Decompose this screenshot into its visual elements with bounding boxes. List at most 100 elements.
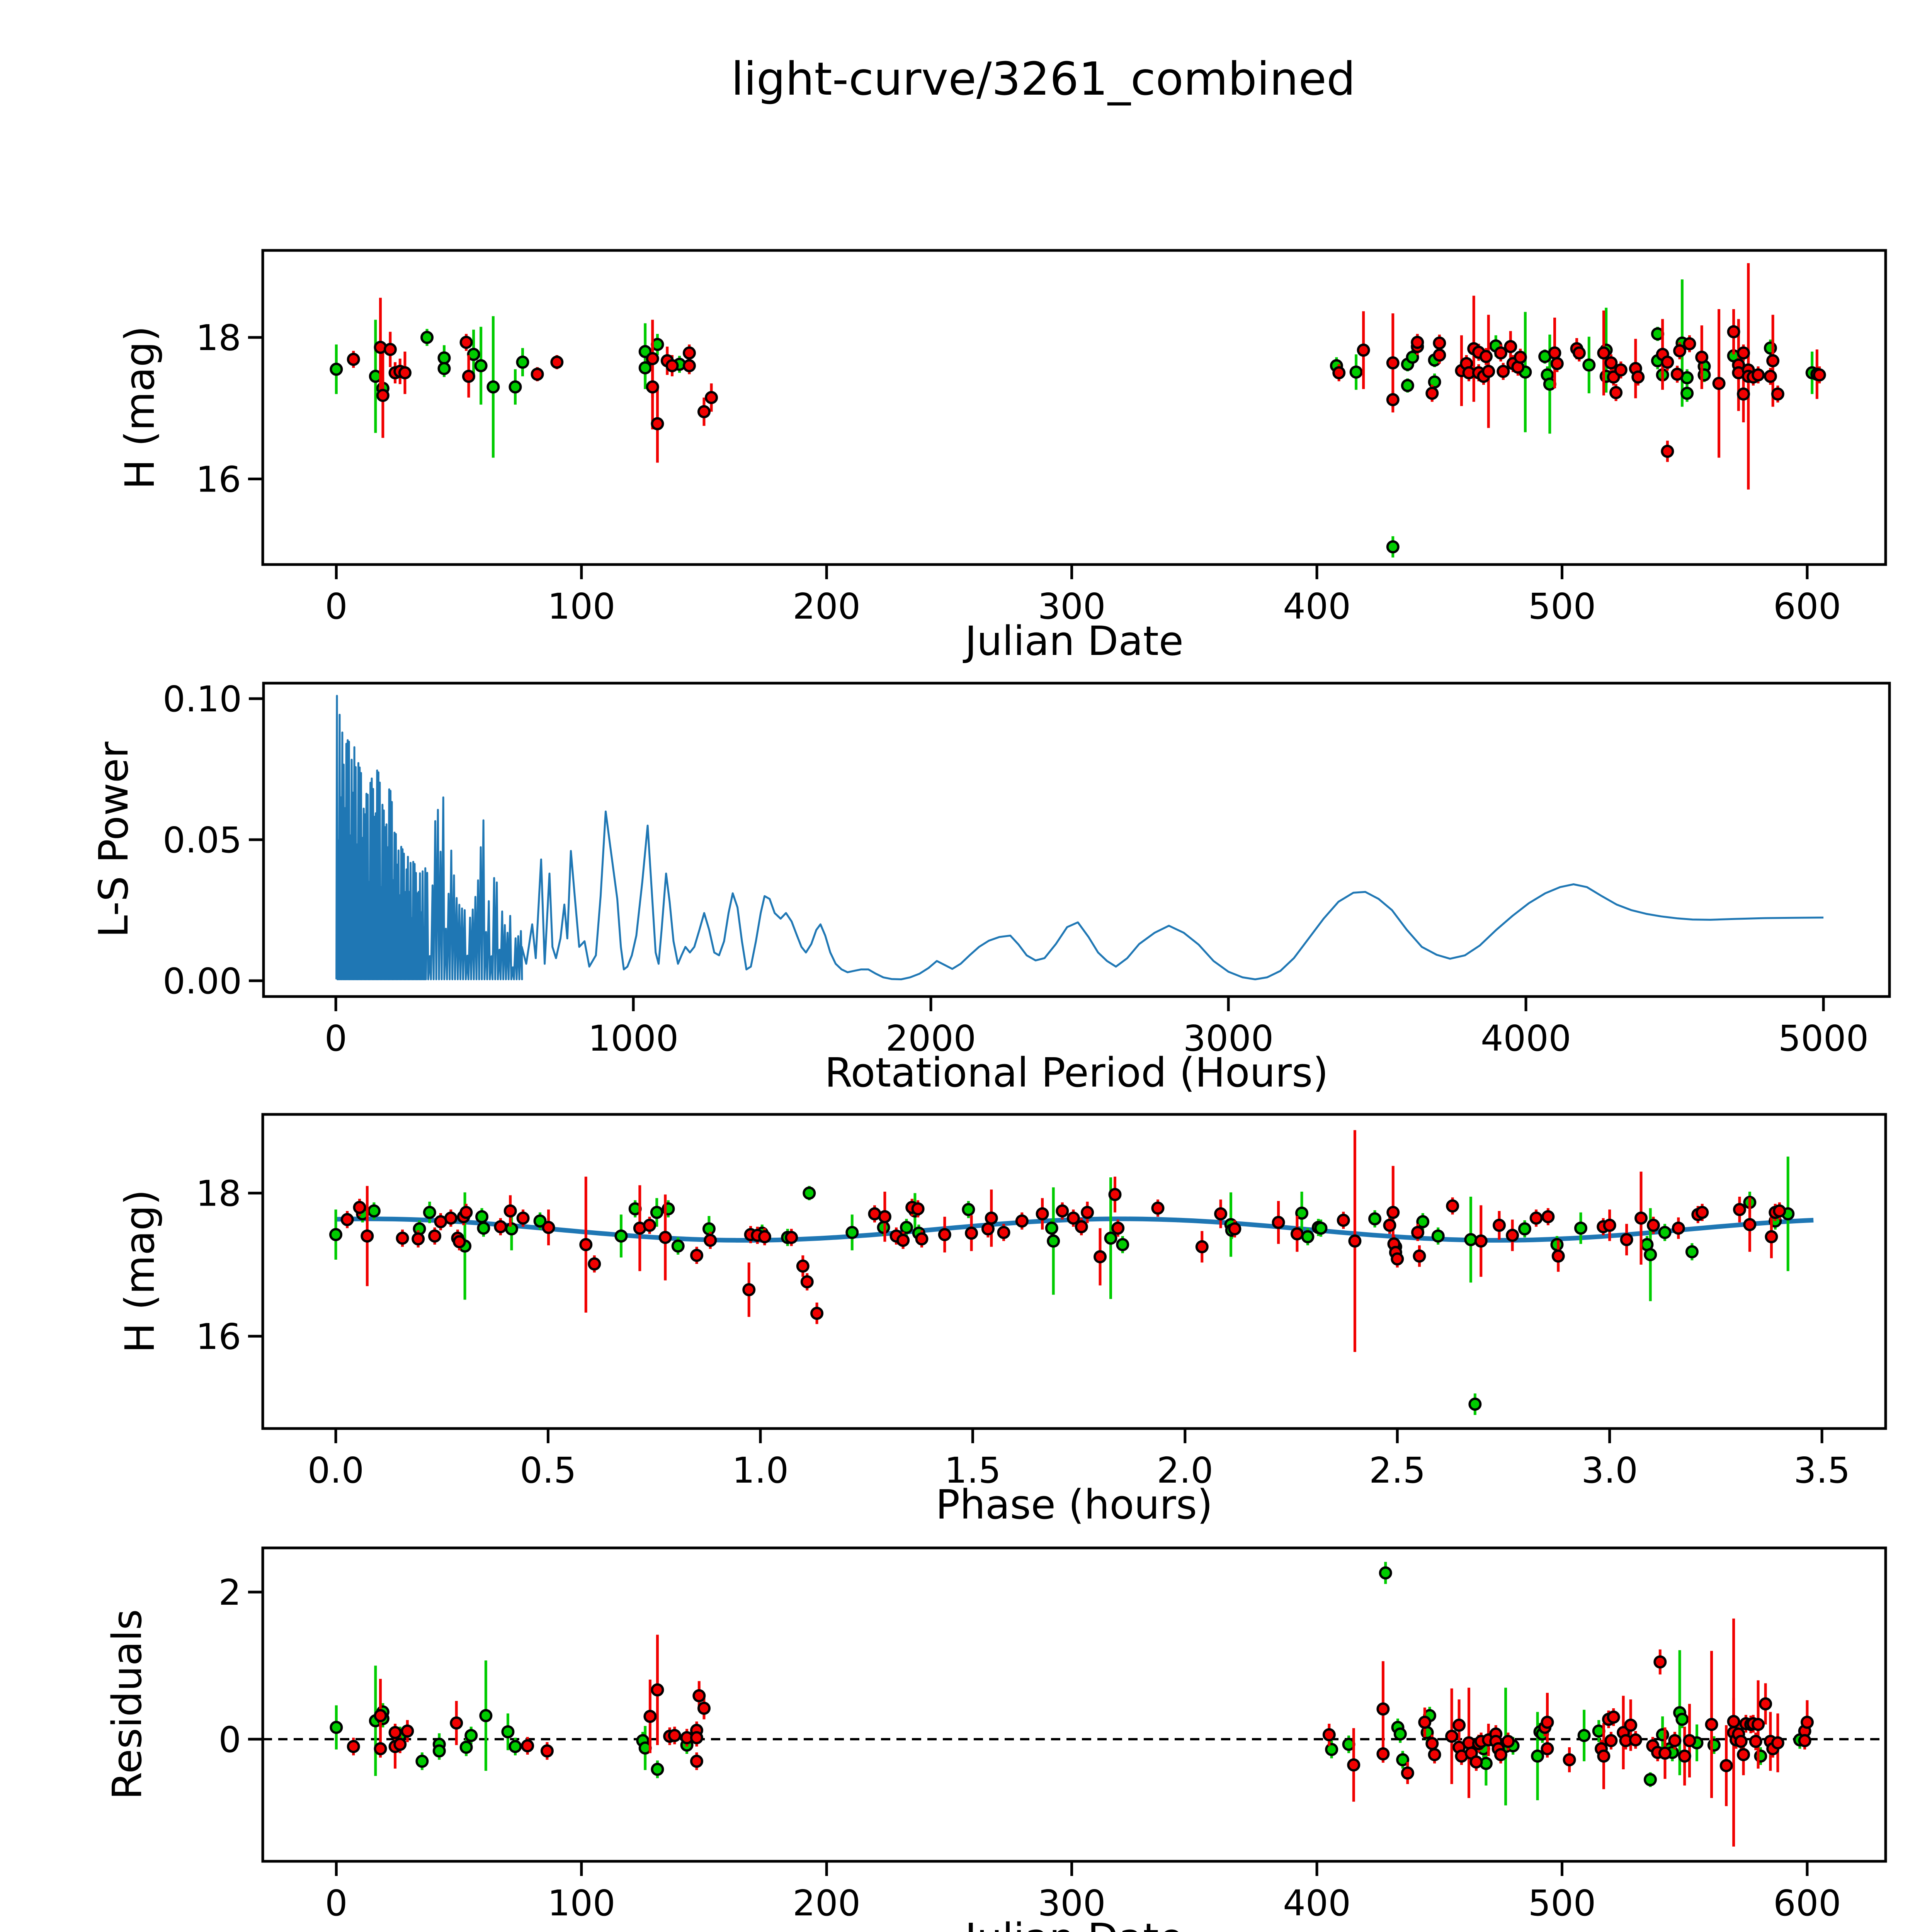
data-point bbox=[1548, 346, 1561, 360]
data-point bbox=[1396, 1753, 1410, 1767]
data-point bbox=[1094, 1250, 1107, 1264]
data-point bbox=[1401, 1766, 1414, 1780]
data-point bbox=[1368, 1212, 1382, 1226]
data-point bbox=[1493, 1219, 1506, 1232]
data-point bbox=[1604, 1734, 1618, 1747]
data-point bbox=[650, 1206, 663, 1219]
data-point bbox=[486, 380, 500, 394]
data-point bbox=[1468, 1398, 1482, 1411]
series-green-errorbars bbox=[334, 1156, 1789, 1415]
data-point bbox=[494, 1220, 507, 1233]
data-point bbox=[1416, 1215, 1430, 1228]
data-point bbox=[1357, 344, 1370, 357]
x-tick-label: 100 bbox=[548, 586, 616, 627]
data-point bbox=[758, 1230, 771, 1243]
data-point bbox=[1727, 325, 1740, 338]
data-point bbox=[1646, 1219, 1660, 1232]
data-point bbox=[462, 369, 475, 383]
data-point bbox=[1445, 1730, 1459, 1743]
data-point bbox=[428, 1229, 442, 1243]
data-point bbox=[845, 1226, 859, 1239]
data-point bbox=[1469, 1755, 1483, 1769]
y-tick-label: 16 bbox=[196, 1316, 241, 1357]
data-point bbox=[697, 405, 711, 418]
data-point bbox=[638, 361, 652, 374]
data-point bbox=[682, 359, 696, 372]
data-point bbox=[800, 1275, 814, 1289]
data-point bbox=[1386, 540, 1400, 554]
data-point bbox=[383, 343, 397, 356]
data-point bbox=[1349, 365, 1363, 379]
data-point bbox=[1228, 1222, 1242, 1236]
data-point bbox=[1683, 1734, 1696, 1747]
data-point bbox=[1574, 1221, 1587, 1235]
data-point bbox=[651, 417, 664, 430]
data-point bbox=[1290, 1227, 1304, 1241]
data-point bbox=[671, 1239, 685, 1253]
data-point bbox=[1314, 1221, 1328, 1235]
data-point bbox=[1081, 1206, 1094, 1219]
data-point bbox=[1773, 1204, 1786, 1218]
data-point bbox=[479, 1709, 493, 1723]
data-point bbox=[1151, 1201, 1165, 1215]
data-point bbox=[1348, 1234, 1362, 1248]
data-point bbox=[1506, 1228, 1519, 1242]
x-tick-label: 0 bbox=[325, 586, 348, 627]
data-point bbox=[1116, 1238, 1129, 1252]
data-point bbox=[1383, 1219, 1396, 1232]
data-point bbox=[1705, 1718, 1718, 1731]
phase-plot-area: 0.0 0.5 1.0 1.5 2.0 2.5 3.0 3.5 16 18 bbox=[196, 1113, 1887, 1491]
data-point bbox=[1766, 354, 1780, 367]
x-tick-label: 1.5 bbox=[944, 1450, 1001, 1491]
data-point bbox=[1497, 365, 1510, 378]
residuals-xlabel: Julian Date bbox=[963, 1915, 1184, 1932]
lightcurve-xlabel: Julian Date bbox=[963, 617, 1184, 665]
data-point bbox=[1675, 1713, 1689, 1726]
data-point bbox=[550, 355, 564, 369]
phase-xlabel: Phase (hours) bbox=[935, 1481, 1213, 1528]
series-red-errorbars bbox=[346, 1130, 1781, 1352]
y-tick-label: 18 bbox=[196, 317, 241, 359]
data-point bbox=[911, 1202, 925, 1216]
data-point bbox=[540, 1744, 554, 1758]
data-point bbox=[1111, 1221, 1125, 1235]
data-point bbox=[1452, 1718, 1466, 1732]
data-point bbox=[1056, 1204, 1069, 1218]
data-point bbox=[1670, 367, 1684, 381]
data-point bbox=[1771, 387, 1784, 401]
panel-phase: 0.0 0.5 1.0 1.5 2.0 2.5 3.0 3.5 16 18 Phase (hour… bbox=[116, 1113, 1887, 1528]
data-point bbox=[985, 1211, 998, 1225]
data-point bbox=[1195, 1240, 1209, 1253]
data-point bbox=[1482, 365, 1495, 378]
data-point bbox=[509, 1740, 522, 1753]
data-point bbox=[682, 346, 696, 360]
data-point bbox=[330, 362, 343, 376]
data-point bbox=[1752, 368, 1765, 382]
panel-periodogram: 0 1000 2000 3000 4000 5000 0.00 0.05 0.10 Rotati… bbox=[90, 679, 1891, 1096]
data-point bbox=[533, 1214, 547, 1228]
series-green-errorbars bbox=[335, 1562, 1801, 1806]
series-red-markers bbox=[347, 325, 1826, 458]
data-point bbox=[1597, 1749, 1611, 1763]
data-point bbox=[1712, 377, 1726, 390]
data-point bbox=[965, 1226, 978, 1240]
x-tick-label: 200 bbox=[793, 1883, 861, 1924]
data-point bbox=[962, 1203, 975, 1216]
data-point bbox=[376, 389, 389, 402]
data-point bbox=[1045, 1221, 1058, 1235]
data-point bbox=[1541, 1716, 1554, 1729]
data-point bbox=[1743, 1218, 1757, 1231]
data-point bbox=[459, 336, 473, 349]
y-tick-label: 2 bbox=[218, 1572, 241, 1613]
data-point bbox=[1295, 1206, 1309, 1220]
data-point bbox=[367, 1204, 381, 1218]
data-point bbox=[1531, 1749, 1544, 1763]
data-point bbox=[997, 1226, 1010, 1239]
data-point bbox=[643, 1219, 656, 1232]
x-tick-label: 500 bbox=[1528, 586, 1596, 627]
data-point bbox=[1494, 346, 1507, 360]
data-point bbox=[475, 1210, 489, 1223]
data-point bbox=[1752, 1718, 1765, 1731]
data-point bbox=[1631, 370, 1645, 384]
data-point bbox=[1737, 1748, 1750, 1761]
